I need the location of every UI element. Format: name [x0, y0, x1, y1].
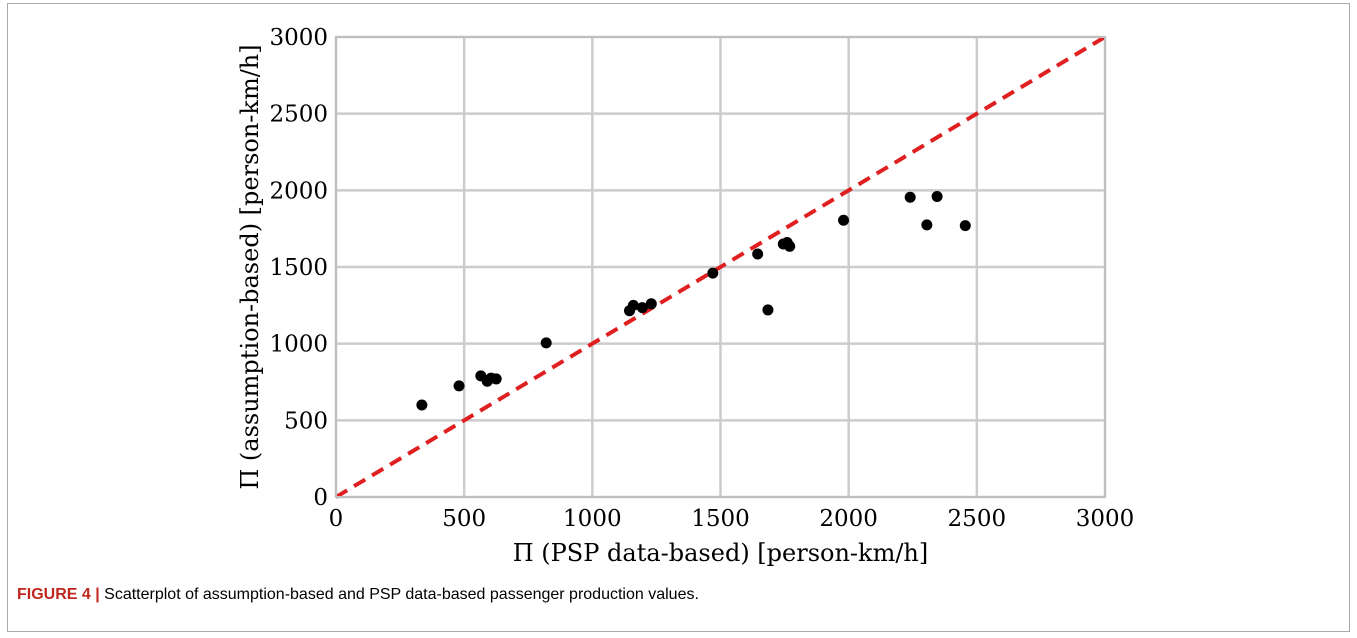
data-point	[959, 220, 971, 232]
data-point	[784, 240, 796, 252]
data-point	[921, 219, 933, 231]
data-point	[762, 304, 774, 316]
y-tick-label: 3000	[269, 25, 328, 51]
x-tick-label: 1500	[691, 506, 750, 532]
data-point	[453, 380, 465, 392]
data-point	[707, 267, 719, 279]
data-point	[645, 298, 657, 310]
y-axis-label: Π (assumption-based) [person-km/h]	[236, 44, 264, 489]
data-point	[904, 191, 916, 203]
y-tick-label: 2500	[269, 102, 328, 128]
data-point	[490, 373, 502, 385]
x-tick-label: 2500	[948, 506, 1007, 532]
x-tick-label: 500	[442, 506, 486, 532]
caption-label: FIGURE 4 |	[17, 586, 100, 603]
data-point	[931, 190, 943, 202]
data-point	[636, 302, 648, 314]
y-tick-label: 0	[313, 485, 328, 511]
data-point	[752, 248, 764, 260]
x-tick-label: 1000	[563, 506, 622, 532]
y-tick-label: 2000	[269, 178, 328, 204]
y-tick-label: 1000	[269, 332, 328, 358]
x-axis-label: Π (PSP data-based) [person-km/h]	[513, 539, 929, 567]
x-tick-label: 3000	[1076, 506, 1135, 532]
grid-lines	[334, 35, 1107, 499]
data-points	[416, 190, 971, 411]
y-tick-labels: 0 500 1000 1500 2000 2500 3000	[269, 25, 328, 511]
data-point	[416, 399, 428, 411]
figure-frame	[7, 3, 1350, 632]
reference-line	[334, 35, 1107, 499]
data-point	[627, 299, 639, 311]
data-point	[540, 337, 552, 349]
x-tick-labels: 0 500 1000 1500 2000 2500 3000	[329, 506, 1135, 532]
plot-border	[335, 36, 1106, 498]
data-point	[838, 214, 850, 226]
y-tick-label: 500	[284, 408, 328, 434]
caption-text: Scatterplot of assumption-based and PSP …	[99, 586, 699, 603]
figure-caption: FIGURE 4 | Scatterplot of assumption-bas…	[17, 586, 699, 604]
y-tick-label: 1500	[269, 255, 328, 281]
scatter-chart: 0 500 1000 1500 2000 2500 3000 0 500 1000 1500 200…	[236, 25, 1135, 567]
x-tick-label: 2000	[819, 506, 878, 532]
x-tick-label: 0	[329, 506, 344, 532]
